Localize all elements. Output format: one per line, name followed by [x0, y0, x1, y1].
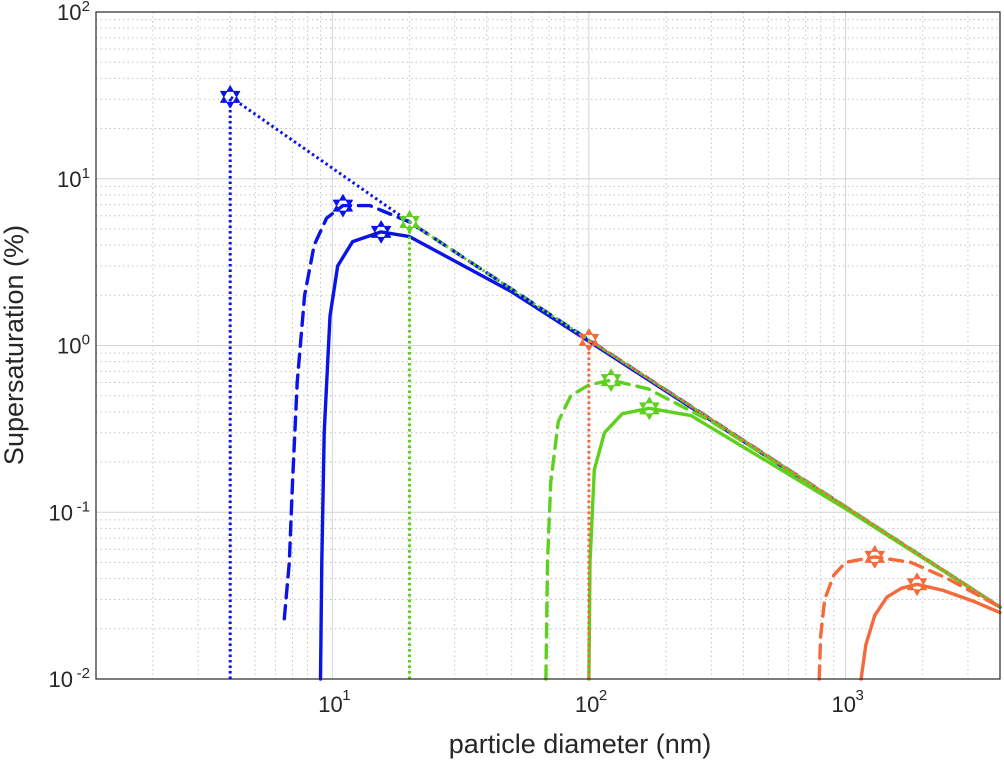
x-tick-label: 10 2: [575, 687, 607, 717]
x-tick-base: 10: [318, 692, 342, 717]
y-tick-exponent: -1: [77, 498, 90, 515]
y-tick-base: 10: [57, 334, 81, 359]
series-blue-solid-star-marker: [371, 220, 392, 244]
y-tick-base: 10: [57, 0, 81, 25]
y-tick-label: 210: [57, 0, 90, 25]
series-green-solid-star-marker: [639, 396, 660, 420]
series-blue-dashed-star-marker: [332, 194, 353, 218]
series-green-dashed-star-marker: [601, 368, 622, 392]
series-orange-dotted-star-marker: [578, 328, 599, 352]
y-tick-base: 10: [57, 167, 81, 192]
y-tick-exponent: 2: [82, 0, 90, 15]
y-tick-exponent: 1: [82, 165, 90, 182]
y-tick-label: -110: [49, 498, 90, 525]
series-orange-dashed-star-marker: [864, 545, 885, 569]
y-tick-exponent: -2: [77, 665, 90, 682]
x-tick-base: 10: [575, 692, 599, 717]
series-blue-dotted-star-marker: [220, 85, 241, 109]
series-green-solid-line: [587, 406, 1002, 681]
y-tick-base: 10: [49, 500, 73, 525]
y-tick-label: 010: [57, 332, 90, 359]
x-tick-exponent: 3: [856, 687, 864, 704]
series-blue-dashed-line: [282, 203, 1002, 621]
y-tick-exponent: 0: [82, 332, 90, 349]
axes-frame: [95, 11, 1001, 680]
series-green-dotted-line: [408, 220, 1001, 679]
series-green-dotted-star-marker: [399, 210, 420, 234]
x-tick-exponent: 1: [342, 687, 350, 704]
series-orange-solid-star-marker: [907, 572, 928, 596]
x-axis-label: particle diameter (nm): [449, 729, 712, 759]
x-tick-base: 10: [832, 692, 856, 717]
series-blue-dotted-line: [228, 95, 411, 679]
series-orange-dotted-line: [587, 338, 1001, 679]
y-tick-label: -210: [49, 665, 90, 692]
x-tick-label: 10 1: [318, 687, 350, 717]
y-tick-label: 110: [57, 165, 90, 192]
x-tick-exponent: 2: [599, 687, 607, 704]
series-orange-dashed-line: [817, 555, 1002, 681]
y-tick-base: 10: [49, 667, 73, 692]
plot-area: [220, 85, 1002, 681]
series-orange-solid-line: [859, 582, 1002, 681]
x-tick-label: 10 3: [832, 687, 864, 717]
y-axis-label: Supersaturation (%): [0, 225, 29, 465]
series-blue-solid-line: [318, 230, 1002, 681]
